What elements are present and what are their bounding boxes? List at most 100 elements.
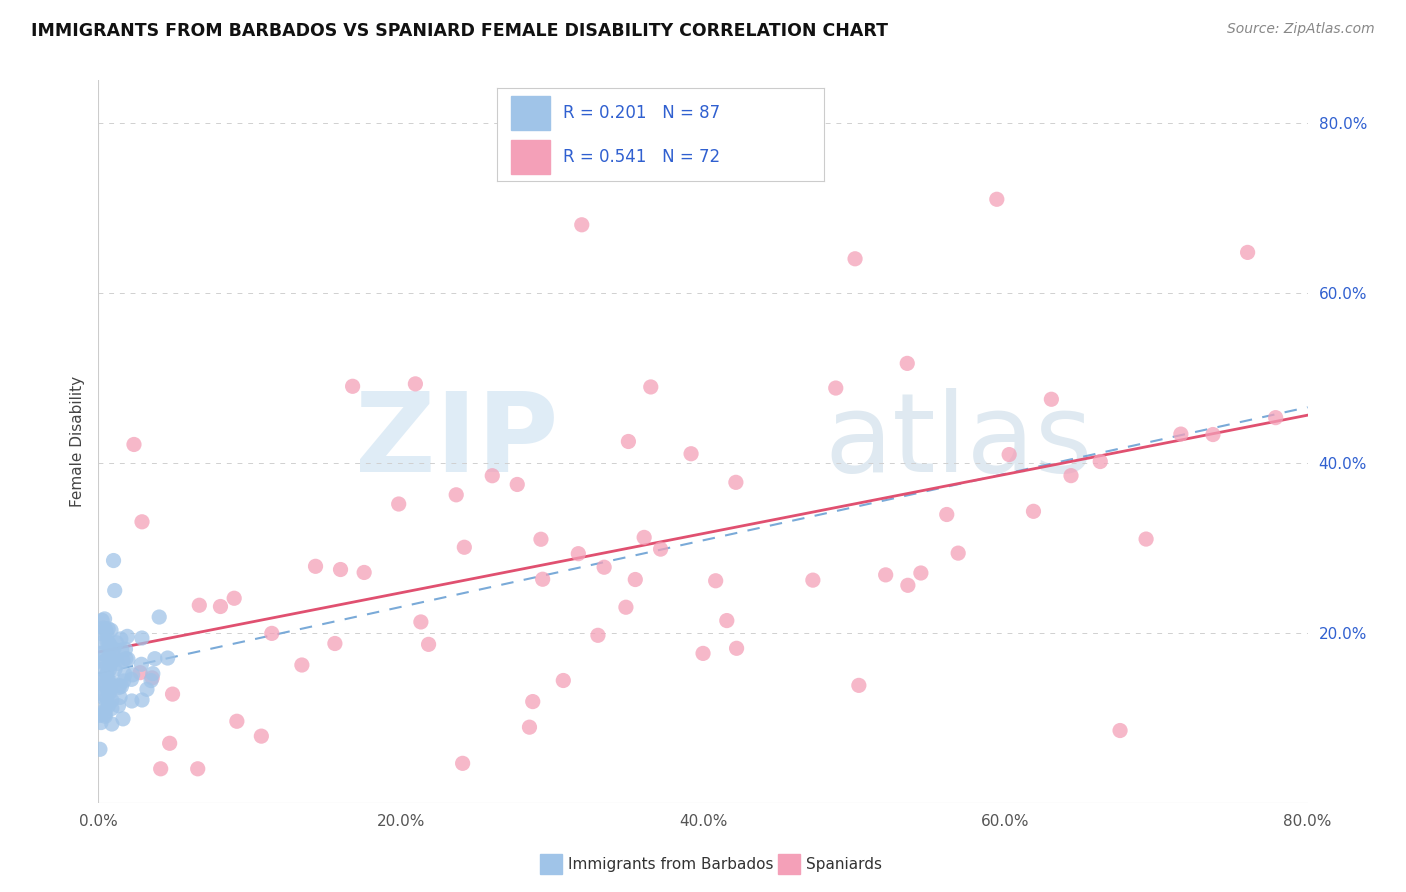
Text: Spaniards: Spaniards — [806, 856, 882, 871]
Point — [114, 642, 136, 657]
Point — [101, 693, 124, 707]
Point — [120, 673, 142, 687]
Point — [1022, 504, 1045, 518]
Point — [94, 709, 117, 723]
Point — [848, 678, 870, 692]
Point — [329, 562, 352, 576]
Point — [103, 553, 125, 567]
Point — [97, 698, 120, 713]
Point — [90, 646, 112, 660]
Point — [148, 610, 170, 624]
Point — [94, 668, 117, 682]
Point — [650, 542, 672, 557]
Point — [100, 677, 122, 691]
Point — [681, 447, 703, 461]
Text: Source: ZipAtlas.com: Source: ZipAtlas.com — [1227, 22, 1375, 37]
Point — [90, 706, 112, 720]
Point — [801, 573, 824, 587]
Point — [571, 218, 593, 232]
Point — [131, 657, 153, 672]
Point — [98, 658, 121, 673]
Point — [844, 252, 866, 266]
Point — [94, 707, 117, 722]
Point — [1202, 427, 1225, 442]
Point — [935, 508, 957, 522]
Point — [101, 647, 124, 661]
Point — [97, 650, 120, 665]
Point — [110, 680, 132, 694]
Point — [986, 192, 1008, 206]
Point — [112, 673, 135, 688]
Point — [117, 652, 139, 666]
Point — [506, 477, 529, 491]
Point — [93, 612, 115, 626]
Point — [260, 626, 283, 640]
Point — [89, 662, 111, 676]
Point — [115, 651, 138, 665]
Point — [100, 624, 122, 638]
Point — [100, 655, 122, 669]
Point — [104, 662, 127, 676]
Point — [97, 636, 120, 650]
Point — [519, 720, 541, 734]
Point — [89, 674, 111, 689]
Point — [824, 381, 846, 395]
Text: ZIP: ZIP — [354, 388, 558, 495]
Point — [96, 691, 118, 706]
Point — [946, 546, 969, 560]
Point — [91, 646, 114, 660]
Point — [104, 583, 127, 598]
Point — [1040, 392, 1063, 407]
Point — [131, 631, 153, 645]
Point — [89, 686, 111, 700]
Point — [586, 628, 609, 642]
Point — [530, 533, 553, 547]
Point — [97, 684, 120, 698]
Text: atlas: atlas — [824, 388, 1092, 495]
Point — [110, 632, 132, 646]
Point — [91, 656, 114, 670]
Point — [143, 651, 166, 665]
Point — [91, 635, 114, 649]
Y-axis label: Female Disability: Female Disability — [69, 376, 84, 508]
Point — [90, 715, 112, 730]
Point — [409, 615, 432, 629]
Point — [136, 682, 159, 697]
Point — [522, 695, 544, 709]
Point — [1264, 410, 1286, 425]
Point — [91, 621, 114, 635]
Text: Immigrants from Barbados: Immigrants from Barbados — [568, 856, 773, 871]
Point — [89, 708, 111, 723]
Point — [100, 652, 122, 666]
Point — [444, 488, 467, 502]
Point — [149, 762, 172, 776]
Point — [91, 613, 114, 627]
Point — [353, 566, 375, 580]
Point — [453, 541, 475, 555]
Point — [624, 573, 647, 587]
Point — [209, 599, 232, 614]
Point — [640, 380, 662, 394]
Point — [716, 614, 738, 628]
Point — [94, 623, 117, 637]
Point — [404, 376, 426, 391]
Point — [101, 654, 124, 668]
Point — [142, 666, 165, 681]
Point — [875, 567, 897, 582]
Point — [1060, 468, 1083, 483]
Text: IMMIGRANTS FROM BARBADOS VS SPANIARD FEMALE DISABILITY CORRELATION CHART: IMMIGRANTS FROM BARBADOS VS SPANIARD FEM… — [31, 22, 889, 40]
Point — [96, 666, 118, 681]
Point — [1170, 427, 1192, 442]
Point — [896, 356, 918, 370]
Point — [139, 673, 162, 688]
Point — [117, 629, 139, 643]
Point — [129, 665, 152, 680]
Point — [481, 468, 503, 483]
Point — [910, 566, 932, 580]
Point — [90, 626, 112, 640]
Point — [897, 578, 920, 592]
Point — [1090, 454, 1112, 468]
Point — [291, 658, 314, 673]
Point — [89, 678, 111, 692]
Point — [724, 475, 747, 490]
